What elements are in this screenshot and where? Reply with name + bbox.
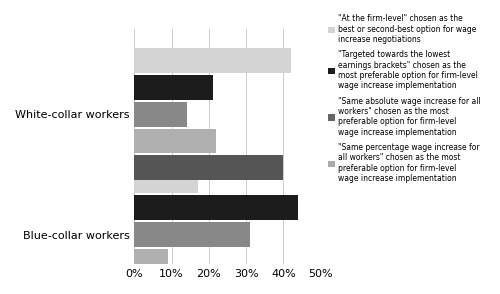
Bar bbox=[134, 169, 198, 193]
Bar bbox=[134, 155, 284, 180]
Bar bbox=[134, 102, 186, 127]
Bar bbox=[134, 128, 216, 153]
Bar bbox=[134, 75, 212, 100]
Bar bbox=[134, 49, 291, 73]
Bar bbox=[134, 196, 298, 220]
Bar bbox=[134, 249, 168, 274]
Legend: "At the firm-level" chosen as the
best or second-best option for wage
increase n: "At the firm-level" chosen as the best o… bbox=[328, 14, 481, 183]
Bar bbox=[134, 275, 183, 294]
Bar bbox=[134, 222, 250, 247]
